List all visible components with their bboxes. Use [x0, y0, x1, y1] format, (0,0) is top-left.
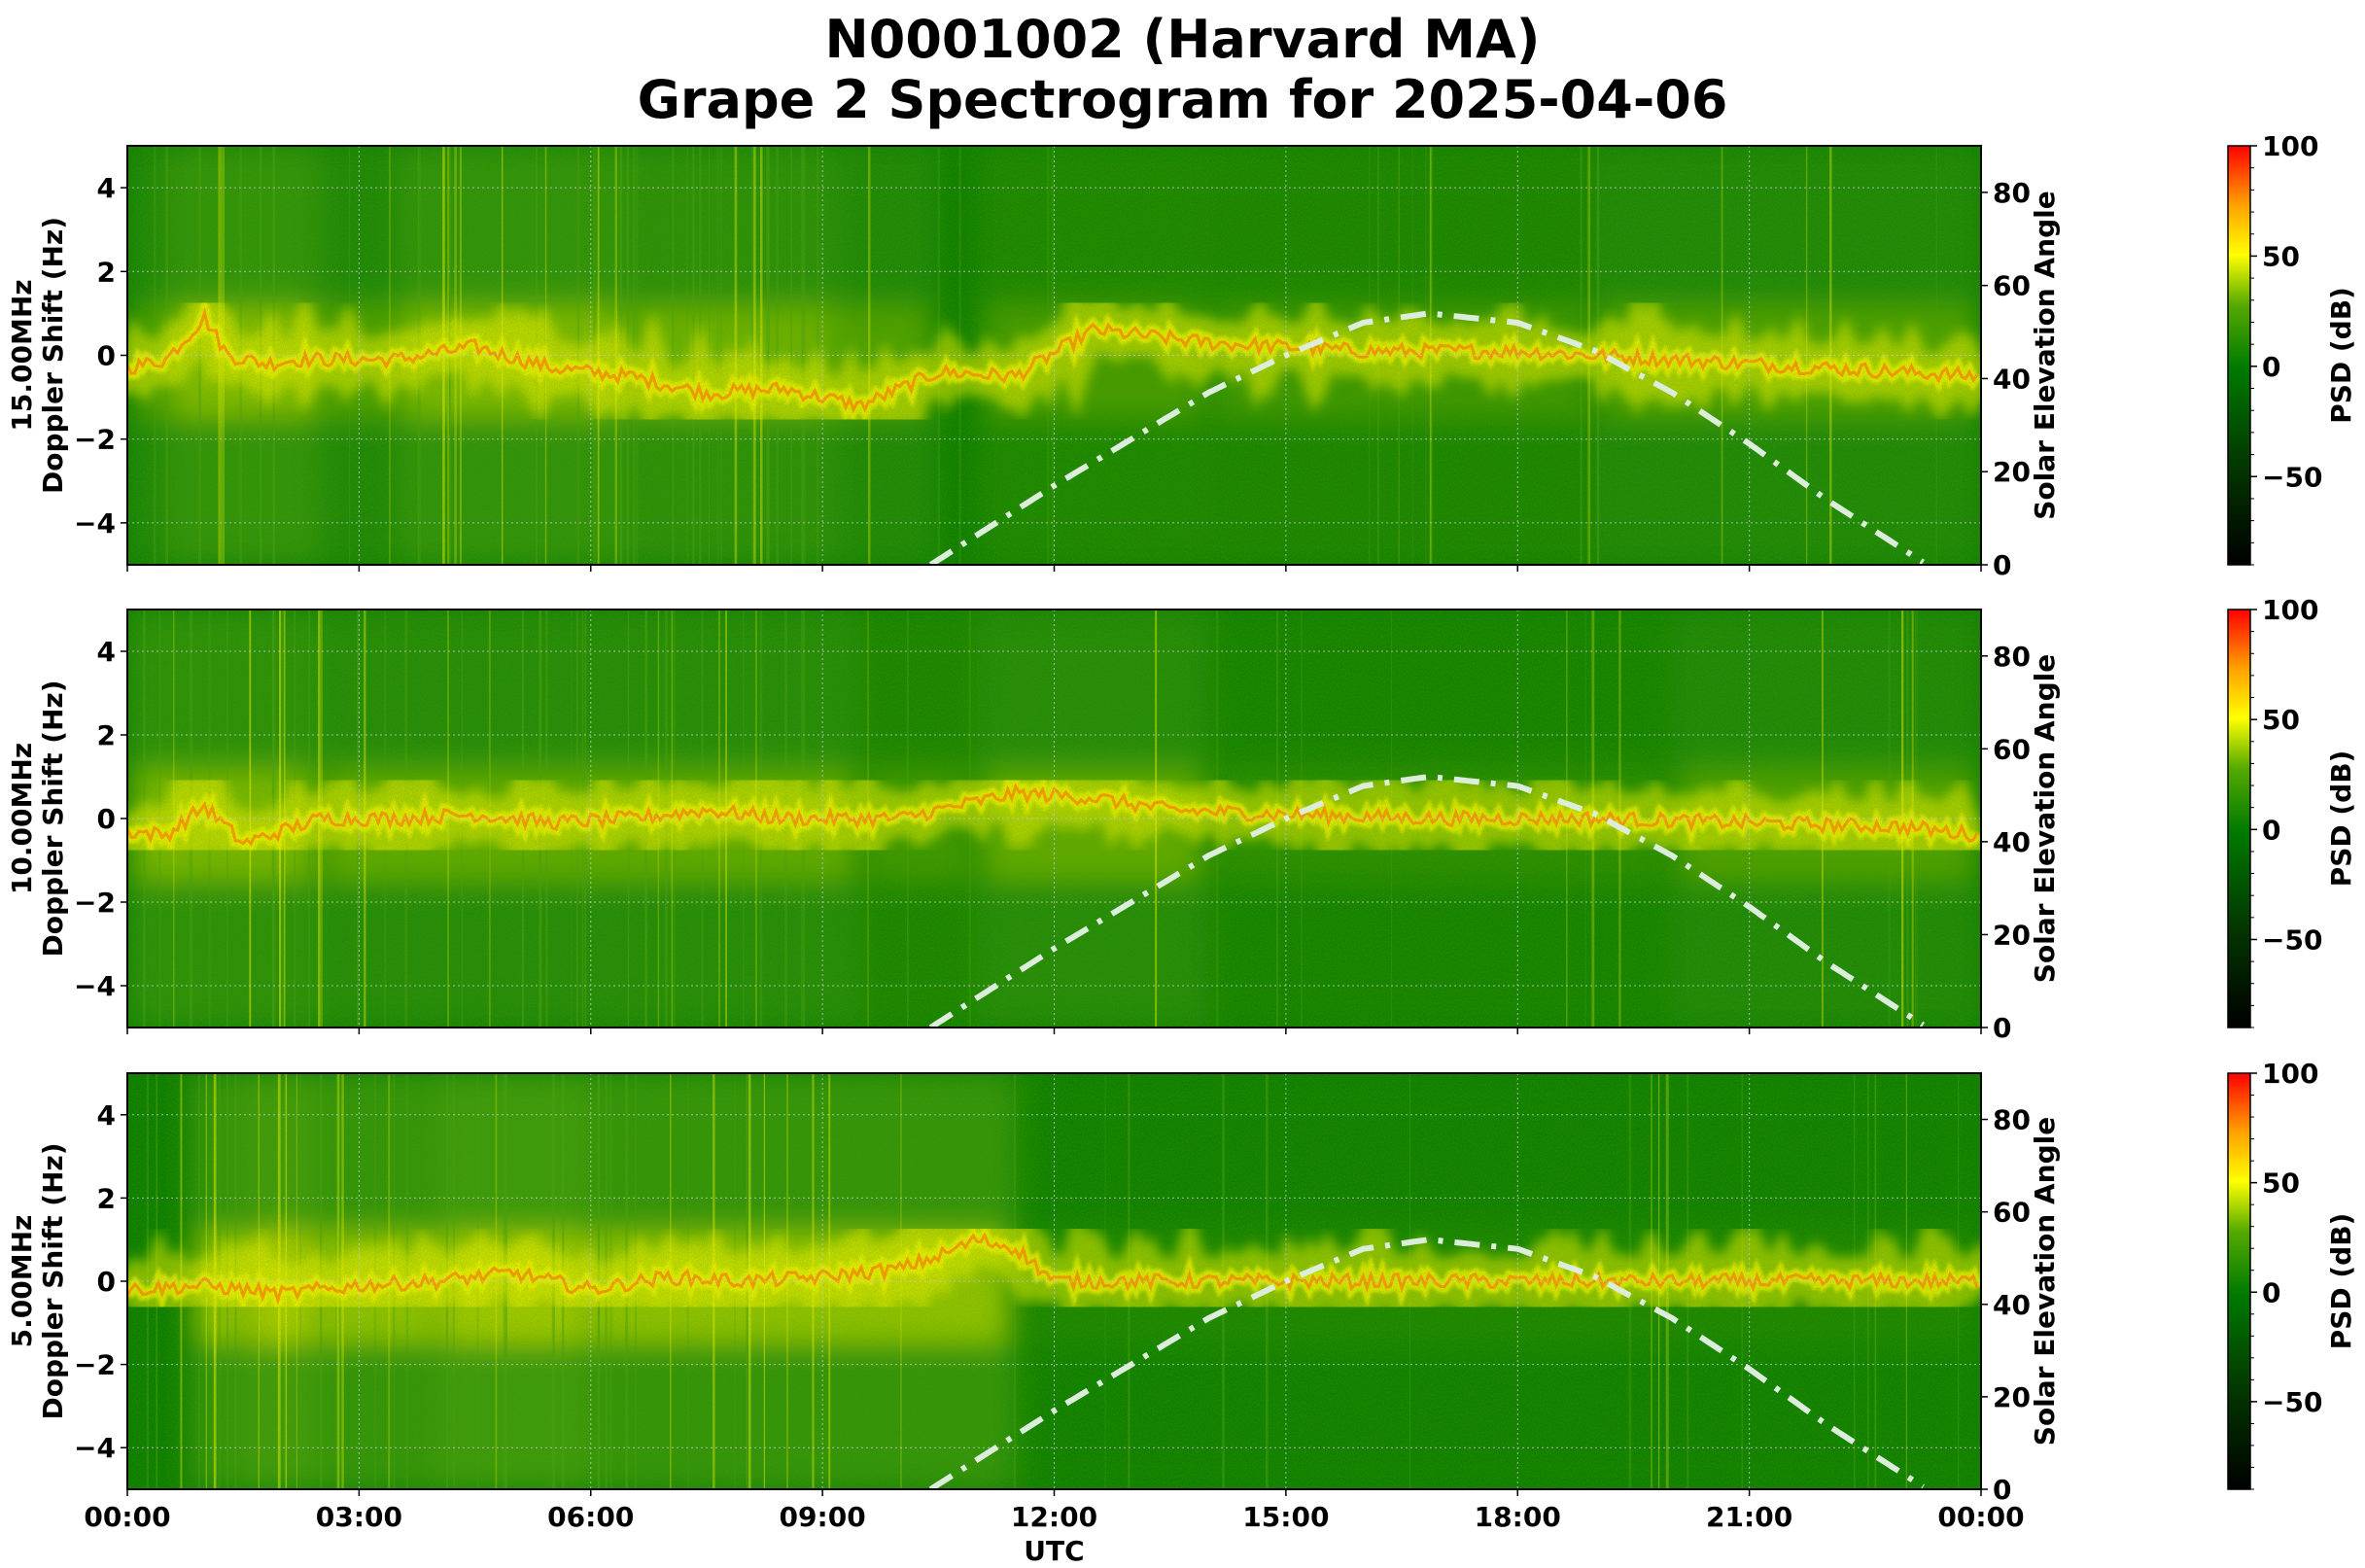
right-y-tick-label: 20 — [1993, 919, 2031, 951]
right-y-tick-label: 20 — [1993, 456, 2031, 488]
y-tick-label: −2 — [74, 1349, 116, 1381]
right-y-tick-label: 40 — [1993, 826, 2031, 858]
colorbar-tick-label: 50 — [2262, 1167, 2300, 1200]
spectrogram — [127, 610, 1981, 1028]
x-tick-label: 03:00 — [316, 1501, 402, 1533]
right-y-tick-label: 20 — [1993, 1381, 2031, 1413]
x-tick-label: 12:00 — [1011, 1501, 1097, 1533]
y-tick-label: −2 — [74, 887, 116, 919]
y-tick-label: 4 — [97, 636, 116, 668]
x-tick-label: 18:00 — [1475, 1501, 1561, 1533]
x-tick-label: 06:00 — [547, 1501, 634, 1533]
colorbar: 100 50 0 −50 PSD (dB) — [2227, 1058, 2357, 1490]
colorbar-tick-label: 0 — [2262, 814, 2280, 846]
right-y-axis-label: Solar Elevation Angle — [2029, 1117, 2061, 1446]
y-axis-label-doppler: Doppler Shift (Hz) — [37, 217, 69, 494]
panel-10-00mhz: 420−2−410.00MHz Doppler Shift (Hz)8060402… — [6, 594, 2357, 1044]
y-tick-label: 2 — [97, 256, 116, 288]
chart-title-line2: Grape 2 Spectrogram for 2025-04-06 — [637, 69, 1728, 130]
y-tick-label: 0 — [97, 1266, 116, 1298]
colorbar-tick-label: −50 — [2262, 923, 2322, 956]
colorbar: 100 50 0 −50 PSD (dB) — [2227, 594, 2357, 1028]
spectrogram — [127, 1073, 1981, 1489]
y-axis-label-doppler: Doppler Shift (Hz) — [37, 679, 69, 957]
x-tick-label: 09:00 — [780, 1501, 866, 1533]
colorbar-tick-label: 0 — [2262, 351, 2280, 383]
x-tick-label: 21:00 — [1706, 1501, 1792, 1533]
y-tick-label: 4 — [97, 172, 116, 204]
y-tick-label: 0 — [97, 803, 116, 835]
right-y-tick-label: 0 — [1993, 1474, 2011, 1506]
solar-elevation-line — [928, 1237, 1925, 1489]
solar-elevation-line — [928, 310, 1926, 565]
y-axis-label-frequency: 10.00MHz — [6, 743, 38, 894]
y-tick-label: 2 — [97, 1182, 116, 1214]
right-y-axis-label: Solar Elevation Angle — [2029, 654, 2061, 983]
right-y-axis-label: Solar Elevation Angle — [2029, 191, 2061, 519]
y-axis-label-doppler: Doppler Shift (Hz) — [37, 1142, 69, 1419]
y-tick-label: 4 — [97, 1099, 116, 1132]
right-y-tick-label: 40 — [1993, 1289, 2031, 1321]
y-tick-label: −4 — [74, 1432, 116, 1464]
y-axis-label-frequency: 5.00MHz — [6, 1215, 38, 1348]
x-tick-label: 00:00 — [84, 1501, 170, 1533]
right-y-tick-label: 60 — [1993, 270, 2031, 302]
x-tick-label: 00:00 — [1937, 1501, 2024, 1533]
right-y-tick-label: 80 — [1993, 1104, 2031, 1136]
chart-title-line1: N0001002 (Harvard MA) — [824, 9, 1541, 70]
right-y-tick-label: 0 — [1993, 1012, 2011, 1044]
y-axis-label-frequency: 15.00MHz — [6, 279, 38, 431]
x-tick-label: 15:00 — [1242, 1501, 1329, 1533]
colorbar-label: PSD (dB) — [2325, 750, 2357, 888]
colorbar-tick-label: −50 — [2262, 461, 2322, 493]
colorbar-tick-label: 0 — [2262, 1276, 2280, 1308]
x-axis-label: UTC — [1024, 1535, 1084, 1567]
colorbar: 100 50 0 −50 PSD (dB) — [2227, 130, 2357, 566]
right-y-tick-label: 60 — [1993, 733, 2031, 765]
panel-15-00mhz: 420−2−415.00MHz Doppler Shift (Hz)8060402… — [6, 130, 2357, 581]
y-tick-label: 2 — [97, 719, 116, 751]
solar-elevation-line — [928, 773, 1925, 1028]
right-y-tick-label: 0 — [1993, 549, 2011, 581]
y-tick-label: −4 — [74, 507, 116, 540]
right-y-tick-label: 80 — [1993, 641, 2031, 673]
colorbar-label: PSD (dB) — [2325, 1213, 2357, 1350]
right-y-tick-label: 40 — [1993, 363, 2031, 395]
spectrogram — [127, 146, 1981, 565]
gridlines — [127, 146, 1981, 565]
colorbar-tick-label: 50 — [2262, 240, 2300, 272]
right-y-tick-label: 60 — [1993, 1197, 2031, 1229]
gridlines — [127, 1073, 1981, 1489]
colorbar-tick-label: 50 — [2262, 704, 2300, 736]
colorbar-tick-label: 100 — [2262, 594, 2318, 626]
colorbar-tick-label: −50 — [2262, 1386, 2322, 1418]
y-tick-label: −2 — [74, 424, 116, 456]
colorbar-label: PSD (dB) — [2325, 287, 2357, 424]
y-tick-label: −4 — [74, 970, 116, 1002]
colorbar-tick-label: 100 — [2262, 1058, 2318, 1090]
panel-5-00mhz: 420−2−45.00MHz Doppler Shift (Hz)80604020… — [6, 1058, 2357, 1567]
right-y-tick-label: 80 — [1993, 177, 2031, 209]
y-tick-label: 0 — [97, 340, 116, 372]
colorbar-tick-label: 100 — [2262, 130, 2318, 162]
